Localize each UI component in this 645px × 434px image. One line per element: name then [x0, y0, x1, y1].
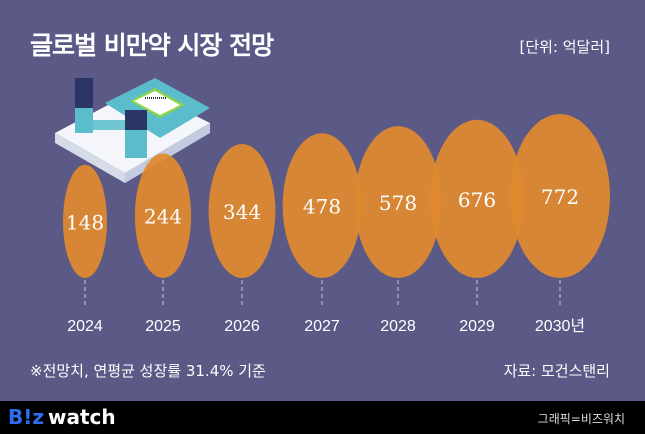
dumbbell-bar — [93, 120, 133, 130]
year-label: 2024 — [67, 318, 103, 335]
bubble-2024 — [63, 164, 107, 278]
bubble-2025 — [134, 153, 192, 278]
value-label: 244 — [144, 205, 182, 229]
graphic-credit: 그래픽=비즈워치 — [537, 412, 625, 426]
year-label: 2028 — [380, 318, 416, 335]
year-label: 2026 — [224, 318, 260, 335]
year-label: 2030년 — [535, 317, 585, 335]
year-label: 2027 — [304, 318, 340, 335]
year-label: 2025 — [145, 318, 181, 335]
year-label: 2029 — [459, 318, 495, 335]
bubble-2026 — [208, 143, 276, 278]
bubble-chart: 148 2024 244 2025 344 2026 478 2027 578 2028 676 20… — [63, 114, 610, 335]
bubble-2027 — [282, 133, 362, 278]
value-label: 478 — [303, 195, 341, 219]
value-label: 148 — [66, 210, 104, 234]
value-label: 676 — [458, 188, 496, 212]
value-label: 772 — [541, 185, 579, 209]
bubble-2030년 — [510, 114, 610, 278]
value-label: 578 — [379, 191, 417, 215]
chart-title: 글로벌 비만약 시장 전망 — [30, 31, 274, 60]
value-label: 344 — [223, 200, 261, 224]
source-label: 자료: 모건스탠리 — [503, 362, 610, 380]
footnote: ※전망치, 연평균 성장률 31.4% 기준 — [30, 362, 266, 380]
bubble-2029 — [430, 119, 524, 278]
unit-label: [단위: 억달러] — [519, 38, 610, 56]
footer-bar: B!z watch 그래픽=비즈워치 — [0, 401, 645, 434]
bizwatch-logo: B!z watch — [8, 405, 116, 429]
bubble-2028 — [354, 126, 442, 278]
scale-dumbbell-illustration — [55, 78, 210, 183]
